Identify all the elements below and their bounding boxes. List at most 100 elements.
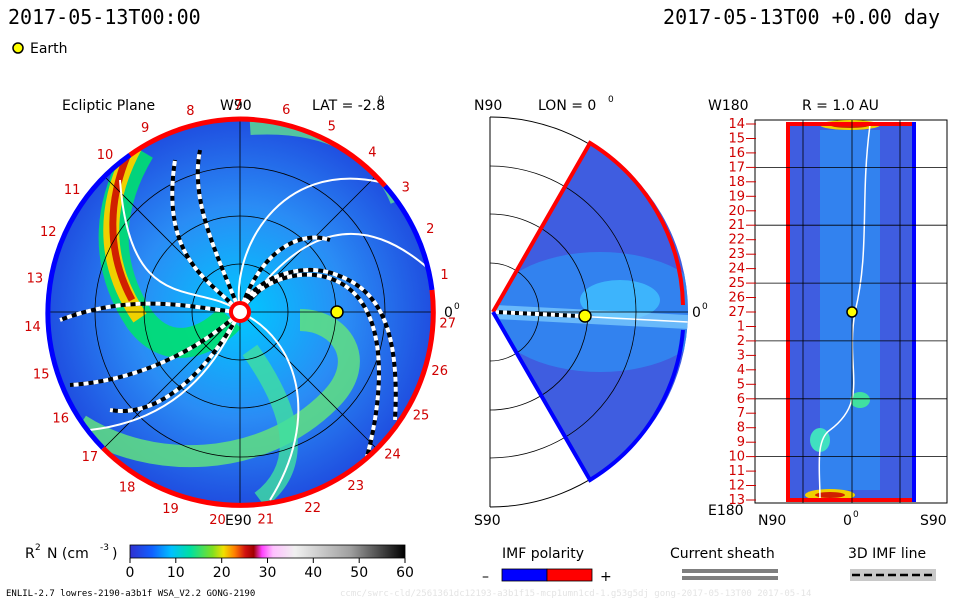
colorbar-tick-label: 20 xyxy=(213,565,231,581)
imf-polarity-title: IMF polarity xyxy=(502,546,584,562)
radial-y-tick-label: 23 xyxy=(728,247,745,262)
colorbar-ticks: 0 10 20 30 40 50 60 xyxy=(126,558,414,581)
rotation-tick-label: 5 xyxy=(328,119,336,134)
radial-y-tick-label: 9 xyxy=(737,435,745,450)
rotation-tick-label: 10 xyxy=(97,148,114,163)
radial-x-tick-n90: N90 xyxy=(758,513,786,529)
earth-marker-ecliptic xyxy=(330,305,344,319)
current-sheath-title: Current sheath xyxy=(670,546,775,562)
ecliptic-right-label: 0 xyxy=(444,305,453,321)
radial-y-tick-label: 11 xyxy=(728,464,745,479)
rotation-tick-label: 8 xyxy=(186,104,194,119)
colorbar-label-superscript: 2 xyxy=(35,543,41,553)
colorbar-label-main: N (cm xyxy=(47,546,89,562)
rotation-tick-label: 17 xyxy=(82,450,99,465)
radial-panel: W180 R = 1.0 AU E180 N90 0 0 S90 1415161… xyxy=(708,98,948,529)
radial-y-tick-label: 27 xyxy=(728,305,745,320)
radial-y-tick-label: 5 xyxy=(737,377,745,392)
radial-title: R = 1.0 AU xyxy=(802,98,879,114)
rotation-tick-label: 18 xyxy=(119,481,136,496)
positive-polarity-swatch xyxy=(546,568,593,582)
radial-y-tick-label: 17 xyxy=(728,160,745,175)
radial-y-tick-label: 24 xyxy=(728,262,745,277)
meridional-right-label: 0 xyxy=(692,305,701,321)
meridional-title-superscript: 0 xyxy=(608,95,614,105)
radial-y-tick-label: 8 xyxy=(737,421,745,436)
colorbar-tick-label: 30 xyxy=(259,565,277,581)
rotation-tick-label: 19 xyxy=(162,502,179,517)
radial-y-tick-label: 12 xyxy=(728,479,745,494)
colorbar-tick-label: 10 xyxy=(167,565,185,581)
rotation-tick-label: 15 xyxy=(33,367,50,382)
rotation-tick-label: 27 xyxy=(439,316,456,331)
radial-y-tick-label: 15 xyxy=(728,132,745,147)
rotation-tick-label: 16 xyxy=(52,412,69,427)
radial-x-tick-s90: S90 xyxy=(920,513,947,529)
rotation-tick-label: 20 xyxy=(209,513,226,528)
earth-marker-radial xyxy=(846,306,858,318)
rotation-tick-label: 7 xyxy=(234,98,242,113)
ecliptic-lat-superscript: 0 xyxy=(378,95,384,105)
footer-left: ENLIL-2.7 lowres-2190-a3b1f WSA_V2.2 GON… xyxy=(6,589,255,599)
colorbar-label-prefix: R xyxy=(25,546,35,562)
meridional-title: LON = 0 xyxy=(538,98,596,114)
earth-legend-icon xyxy=(12,42,24,54)
footer-watermark: ccmc/swrc-cld/2561361dc12193-a3b1f15-mcp… xyxy=(340,589,811,599)
radial-y-tick-label: 6 xyxy=(737,392,745,407)
radial-y-tick-label: 18 xyxy=(728,175,745,190)
rotation-tick-label: 13 xyxy=(27,272,44,287)
colorbar-tick-label: 0 xyxy=(126,565,135,581)
ecliptic-panel: Ecliptic Plane W90 LAT = -2.8 0 E90 0 0 xyxy=(24,95,460,529)
meridional-top-label: N90 xyxy=(474,98,502,114)
rotation-tick-label: 6 xyxy=(282,103,290,118)
colorbar-tick-label: 40 xyxy=(304,565,322,581)
rotation-tick-label: 22 xyxy=(304,501,321,516)
meridional-panel: N90 LON = 0 0 S90 0 0 xyxy=(474,95,708,529)
radial-x-tick-0-superscript: 0 xyxy=(853,510,859,520)
meridional-bottom-label: S90 xyxy=(474,513,501,529)
rotation-tick-label: 26 xyxy=(431,364,448,379)
radial-y-tick-label: 25 xyxy=(728,276,745,291)
radial-y-tick-label: 16 xyxy=(728,146,745,161)
rotation-tick-label: 23 xyxy=(347,479,364,494)
radial-y-tick-label: 22 xyxy=(728,233,745,248)
radial-y-tick-label: 7 xyxy=(737,406,745,421)
rotation-tick-label: 12 xyxy=(40,225,57,240)
colorbar-tick-label: 50 xyxy=(350,565,368,581)
imf-line-title: 3D IMF line xyxy=(848,546,926,562)
imf-line-legend: 3D IMF line xyxy=(848,546,936,581)
rotation-tick-label: 4 xyxy=(368,146,376,161)
imf-polarity-legend: IMF polarity – + xyxy=(482,546,612,585)
colorbar-tick-label: 60 xyxy=(396,565,414,581)
rotation-tick-label: 2 xyxy=(426,222,434,237)
imf-polarity-plus: + xyxy=(600,569,612,585)
radial-x-tick-0: 0 xyxy=(843,513,852,529)
imf-polarity-minus: – xyxy=(482,569,489,585)
sun-marker xyxy=(229,301,251,323)
ecliptic-bottom-label: E90 xyxy=(225,513,252,529)
rotation-tick-label: 9 xyxy=(141,121,149,136)
rotation-tick-label: 11 xyxy=(64,183,81,198)
colorbar-label-exponent: -3 xyxy=(100,543,109,553)
radial-y-tick-label: 1 xyxy=(737,320,745,335)
radial-y-tick-label: 21 xyxy=(728,218,745,233)
radial-top-left-label: W180 xyxy=(708,98,749,114)
rotation-tick-label: 24 xyxy=(384,448,401,463)
earth-marker-meridional xyxy=(578,309,592,323)
ecliptic-top-label: W90 xyxy=(220,98,252,114)
meridional-right-superscript: 0 xyxy=(702,302,708,312)
earth-legend-label: Earth xyxy=(30,41,68,57)
radial-y-tick-label: 4 xyxy=(737,363,745,378)
current-sheath-legend: Current sheath xyxy=(670,546,778,580)
radial-y-tick-label: 26 xyxy=(728,291,745,306)
radial-y-tick-label: 20 xyxy=(728,204,745,219)
radial-y-tick-label: 14 xyxy=(728,117,745,132)
ecliptic-lat-label: LAT = -2.8 xyxy=(312,98,385,114)
ecliptic-title: Ecliptic Plane xyxy=(62,98,155,114)
ecliptic-right-superscript: 0 xyxy=(454,302,460,312)
radial-y-tick-label: 3 xyxy=(737,348,745,363)
radial-y-tick-label: 2 xyxy=(737,334,745,349)
radial-y-tick-label: 10 xyxy=(728,450,745,465)
